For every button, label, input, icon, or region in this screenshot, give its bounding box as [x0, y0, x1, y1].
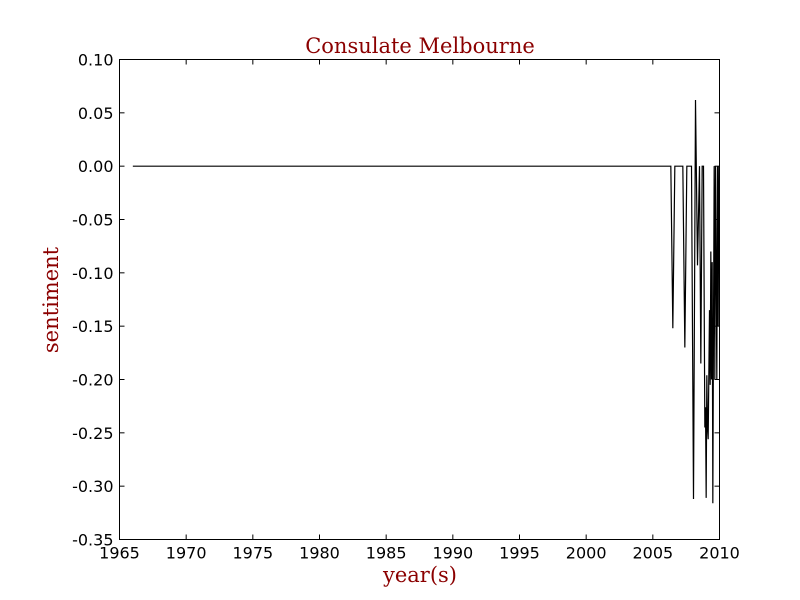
x-tick-label: 1970 [166, 544, 207, 563]
x-tick-label: 1975 [232, 544, 273, 563]
plot-area [119, 59, 720, 540]
y-tick-label: -0.15 [72, 317, 113, 336]
y-tick-label: 0.00 [78, 157, 114, 176]
y-tick-label: -0.30 [72, 477, 113, 496]
y-axis-label: sentiment [39, 246, 63, 353]
y-axis: 0.10 0.05 0.00 -0.05 -0.10 -0.15 -0.20 -0.25 -0.… [72, 51, 720, 550]
chart-title: Consulate Melbourne [305, 34, 535, 58]
x-tick-label: 2005 [632, 544, 673, 563]
x-tick-label: 1990 [432, 544, 473, 563]
y-tick-label: -0.10 [72, 264, 113, 283]
x-tick-label: 1985 [366, 544, 407, 563]
x-tick-label: 2000 [566, 544, 607, 563]
x-tick-label: 1995 [499, 544, 540, 563]
x-tick-label: 2010 [699, 544, 740, 563]
sentiment-series-line [132, 100, 720, 504]
y-tick-label: -0.35 [72, 531, 113, 550]
series-layer [132, 100, 720, 504]
y-tick-label: -0.05 [72, 211, 113, 230]
x-tick-label: 1965 [99, 544, 140, 563]
y-tick-label: 0.10 [78, 51, 114, 70]
x-tick-label: 1980 [299, 544, 340, 563]
y-tick-label: 0.05 [78, 104, 114, 123]
y-tick-label: -0.25 [72, 424, 113, 443]
x-axis-label: year(s) [382, 563, 457, 587]
x-axis: 1965 1970 1975 1980 1985 1990 1995 2000 2005 2010 [99, 59, 740, 563]
y-tick-label: -0.20 [72, 371, 113, 390]
